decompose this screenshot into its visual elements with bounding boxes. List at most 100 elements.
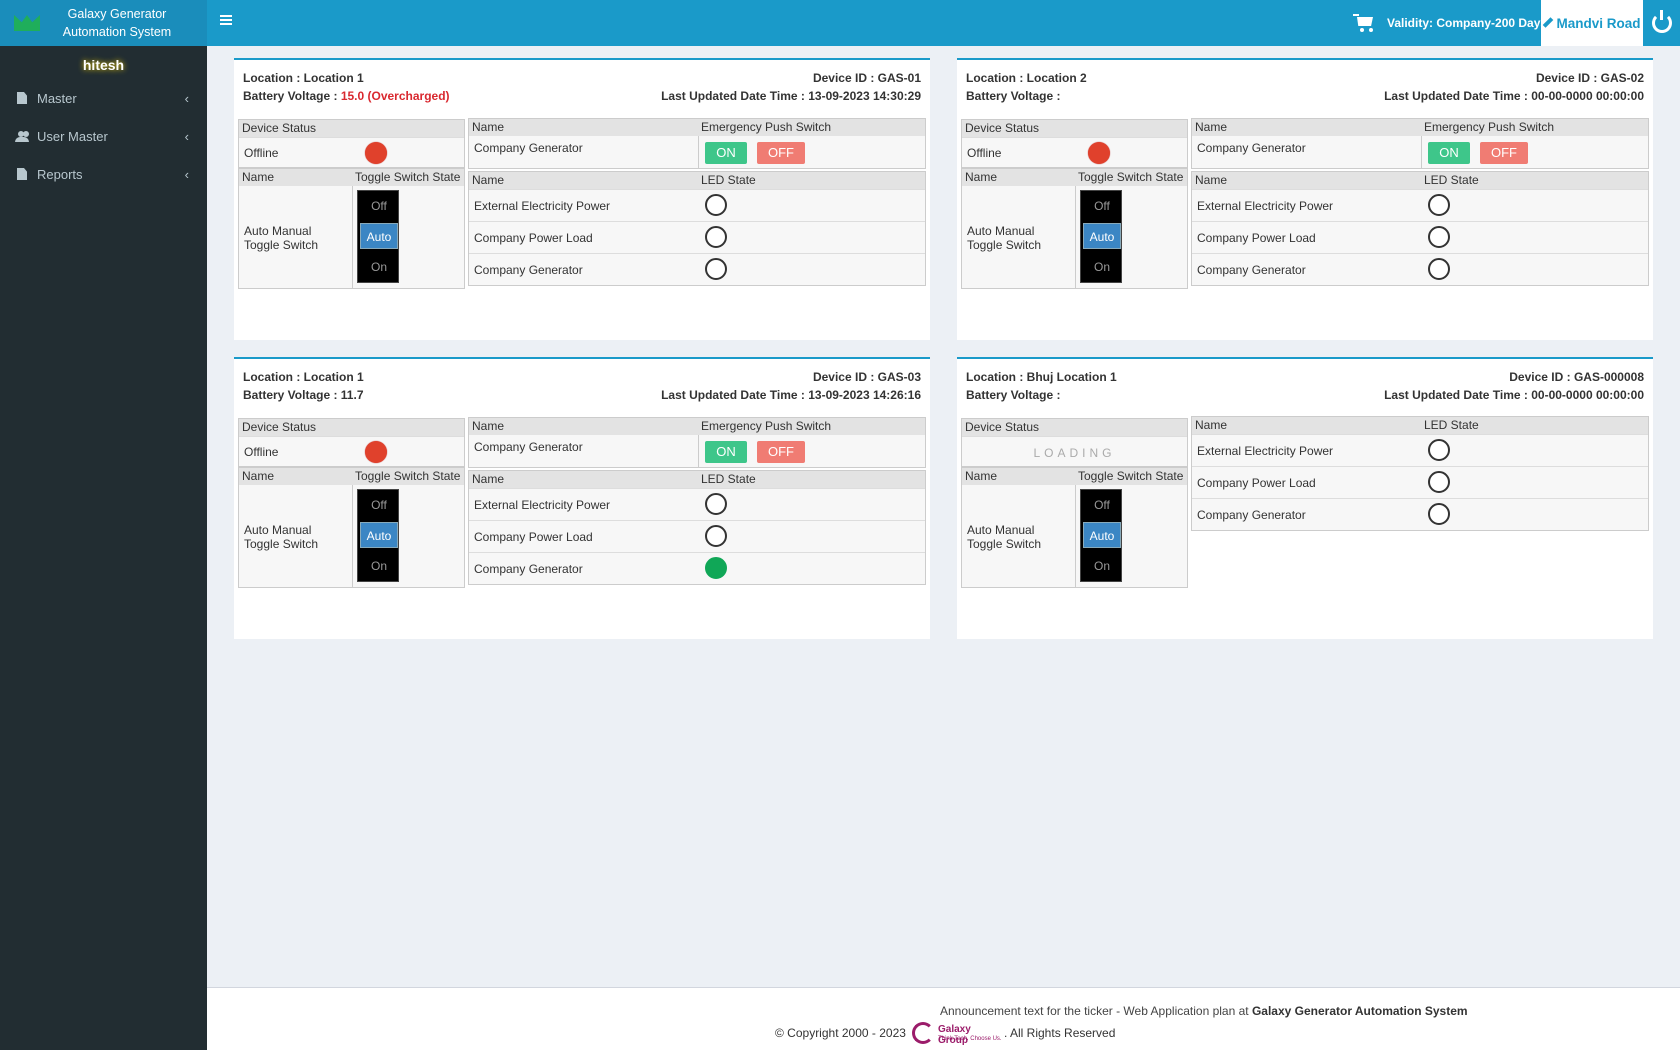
led-row: Company Power Load — [1192, 221, 1648, 253]
top-bar: Validity: Company-200 Days Mandvi Road — [207, 0, 1680, 46]
last-updated: Last Updated Date Time : 00-00-0000 00:0… — [1384, 388, 1644, 402]
device-id: Device ID : GAS-02 — [1535, 71, 1644, 85]
led-indicator — [1428, 258, 1450, 280]
toggle-box: Name Toggle Switch State Auto Manual Toggl… — [238, 168, 465, 289]
emergency-name: Company Generator — [474, 141, 583, 155]
auto-manual-toggle[interactable]: Off Auto On — [357, 489, 399, 582]
device-status-box: Device Status Offline — [961, 119, 1188, 168]
emergency-off-button[interactable]: OFF — [1480, 142, 1528, 164]
toggle-auto[interactable]: Auto — [360, 522, 398, 548]
name-header: Name — [472, 173, 505, 187]
led-indicator — [705, 194, 727, 216]
led-indicator — [1428, 439, 1450, 461]
location-button[interactable]: Mandvi Road — [1541, 0, 1643, 46]
device-status-box: Device Status LOADING — [961, 418, 1188, 467]
sidebar-item-label: Master — [37, 90, 77, 106]
led-row: External Electricity Power — [1192, 189, 1648, 221]
sidebar-item-master[interactable]: Master ‹ — [0, 79, 207, 117]
device-panel: Location : Location 1 Battery Voltage : … — [234, 58, 930, 340]
file-icon — [17, 168, 27, 180]
device-panel: Location : Bhuj Location 1 Battery Volta… — [957, 357, 1653, 639]
toggle-off[interactable]: Off — [371, 199, 387, 213]
toggle-auto[interactable]: Auto — [360, 223, 398, 249]
led-state-header: LED State — [701, 173, 756, 187]
toggle-name: Auto Manual Toggle Switch — [244, 523, 319, 551]
users-icon — [15, 130, 29, 142]
led-indicator — [705, 226, 727, 248]
status-dot — [1088, 142, 1110, 164]
toggle-off[interactable]: Off — [1094, 498, 1110, 512]
cart-icon[interactable] — [1353, 14, 1375, 32]
device-status-header: Device Status — [239, 120, 464, 137]
status-text: Offline — [244, 445, 279, 459]
toggle-off[interactable]: Off — [1094, 199, 1110, 213]
led-indicator — [1428, 503, 1450, 525]
led-row: External Electricity Power — [469, 488, 925, 520]
toggle-on[interactable]: On — [1093, 260, 1110, 274]
device-status-row: Offline — [239, 436, 464, 466]
emergency-on-button[interactable]: ON — [1428, 142, 1470, 164]
galaxy-group-logo[interactable]: Galaxy Group Think Tech. Choose Us. — [912, 1022, 1002, 1046]
device-status-row: Offline — [239, 137, 464, 167]
led-row: Company Generator — [1192, 498, 1648, 530]
led-row: Company Generator — [469, 552, 925, 584]
chevron-left-icon: ‹ — [184, 167, 189, 182]
toggle-name: Auto Manual Toggle Switch — [967, 523, 1042, 551]
led-row: Company Power Load — [1192, 466, 1648, 498]
toggle-auto[interactable]: Auto — [1083, 522, 1121, 548]
toggle-auto[interactable]: Auto — [1083, 223, 1121, 249]
emergency-off-button[interactable]: OFF — [757, 441, 805, 463]
emergency-name: Company Generator — [1197, 141, 1306, 155]
toggle-name: Auto Manual Toggle Switch — [244, 224, 319, 252]
menu-toggle-icon[interactable] — [220, 15, 232, 25]
announcement-ticker: Announcement text for the ticker - Web A… — [940, 1004, 1468, 1018]
emergency-name: Company Generator — [474, 440, 583, 454]
emergency-header: Emergency Push Switch — [701, 120, 832, 134]
led-table: Name LED State External Electricity Power… — [1191, 171, 1649, 286]
sidebar-item-label: User Master — [37, 128, 108, 144]
emergency-box: Name Emergency Push Switch Company Genera… — [468, 417, 926, 468]
location-label: Location : Location 2 — [966, 71, 1087, 85]
sidebar-item-reports[interactable]: Reports ‹ — [0, 155, 207, 193]
toggle-on[interactable]: On — [1093, 559, 1110, 573]
location-label: Mandvi Road — [1556, 15, 1641, 31]
last-updated: Last Updated Date Time : 13-09-2023 14:3… — [661, 89, 921, 103]
toggle-state-header: Toggle Switch State — [355, 170, 461, 184]
brand[interactable]: Galaxy Generator Automation System — [0, 0, 207, 46]
emergency-off-button[interactable]: OFF — [757, 142, 805, 164]
led-row: External Electricity Power — [469, 189, 925, 221]
location-label: Location : Bhuj Location 1 — [966, 370, 1117, 384]
last-updated: Last Updated Date Time : 13-09-2023 14:2… — [661, 388, 921, 402]
sidebar-item-user-master[interactable]: User Master ‹ — [0, 117, 207, 155]
led-table: Name LED State External Electricity Power… — [468, 470, 926, 585]
led-indicator — [705, 493, 727, 515]
emergency-box: Name Emergency Push Switch Company Genera… — [1191, 118, 1649, 169]
loading-text: LOADING — [1033, 446, 1116, 460]
footer: Announcement text for the ticker - Web A… — [207, 987, 1680, 1050]
led-row: Company Generator — [1192, 253, 1648, 285]
auto-manual-toggle[interactable]: Off Auto On — [1080, 489, 1122, 582]
toggle-on[interactable]: On — [370, 260, 387, 274]
validity-text: Validity: Company-200 Days — [1387, 16, 1548, 30]
sidebar-item-label: Reports — [37, 166, 83, 182]
toggle-box: Name Toggle Switch State Auto Manual Toggl… — [238, 467, 465, 588]
device-id: Device ID : GAS-01 — [812, 71, 921, 85]
device-id: Device ID : GAS-03 — [812, 370, 921, 384]
user-name: hitesh — [82, 57, 125, 73]
device-status-row: Offline — [962, 137, 1187, 167]
toggle-off[interactable]: Off — [371, 498, 387, 512]
emergency-on-button[interactable]: ON — [705, 441, 747, 463]
name-header: Name — [242, 170, 275, 184]
device-panel: Location : Location 2 Battery Voltage : … — [957, 58, 1653, 340]
toggle-on[interactable]: On — [370, 559, 387, 573]
emergency-on-button[interactable]: ON — [705, 142, 747, 164]
device-status-box: Device Status Offline — [238, 119, 465, 168]
battery-voltage: Battery Voltage : 11.7 — [243, 388, 364, 402]
led-indicator-on — [705, 557, 727, 579]
galaxy-logo-icon — [14, 13, 40, 33]
auto-manual-toggle[interactable]: Off Auto On — [357, 190, 399, 283]
auto-manual-toggle[interactable]: Off Auto On — [1080, 190, 1122, 283]
emergency-box: Name Emergency Push Switch Company Genera… — [468, 118, 926, 169]
toggle-box: Name Toggle Switch State Auto Manual Toggl… — [961, 467, 1188, 588]
logout-button[interactable] — [1643, 0, 1680, 46]
